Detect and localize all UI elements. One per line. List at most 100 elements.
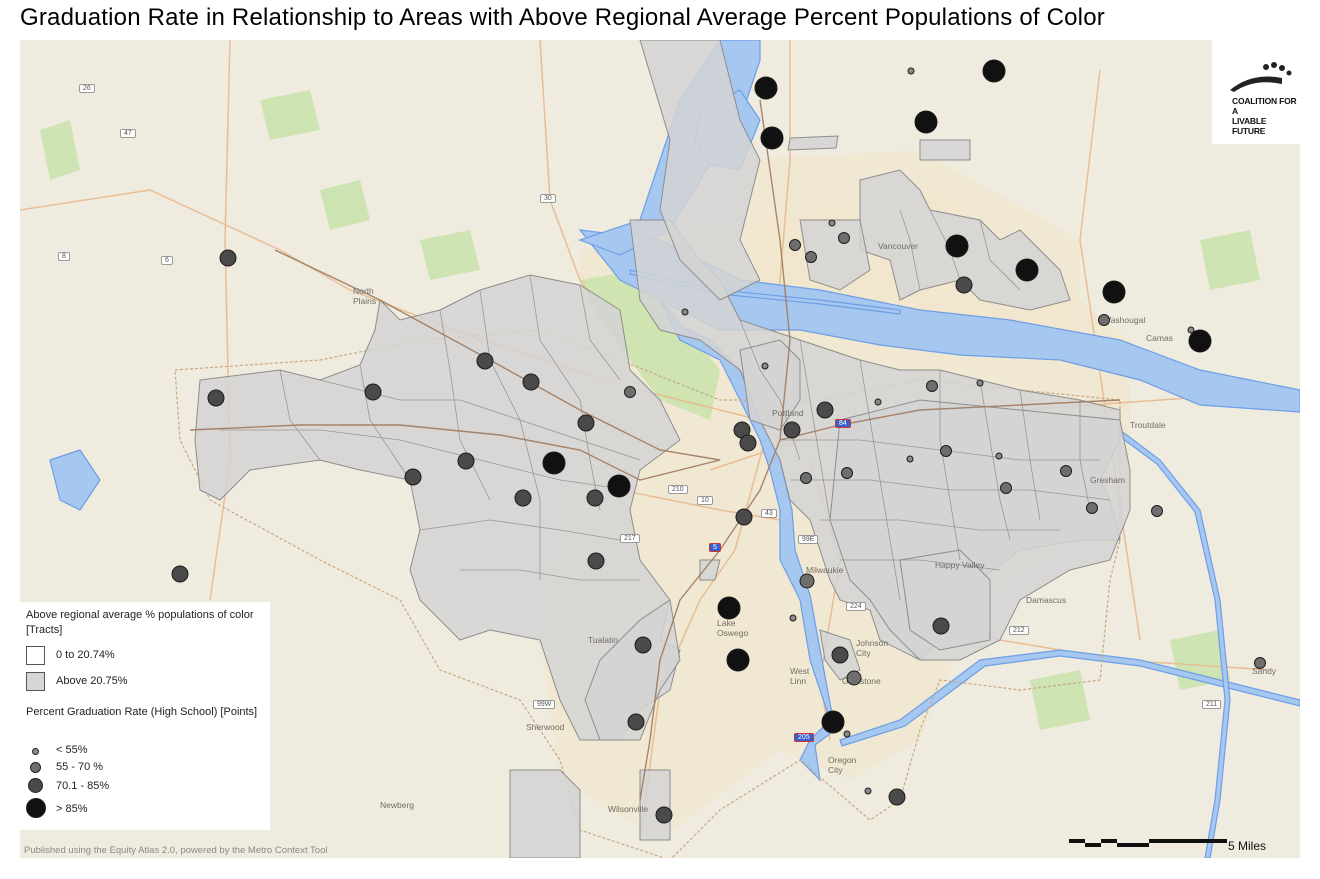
scale-label: 5 Miles	[1228, 839, 1267, 853]
grad-point-mid-high[interactable]	[219, 249, 237, 267]
grad-point-mid[interactable]	[1060, 465, 1072, 477]
grad-point-mid[interactable]	[1086, 502, 1098, 514]
grad-point-low[interactable]	[828, 219, 836, 227]
logo-mark-icon	[1230, 62, 1292, 92]
grad-point-mid[interactable]	[800, 472, 812, 484]
grad-point-mid-high[interactable]	[627, 713, 645, 731]
scale-bar	[1069, 839, 1227, 847]
coalition-logo: COALITION FOR A LIVABLE FUTURE	[1212, 40, 1300, 144]
grad-point-mid-high[interactable]	[522, 373, 540, 391]
grad-point-low[interactable]	[906, 455, 914, 463]
grad-point-low[interactable]	[864, 787, 872, 795]
grad-point-high[interactable]	[607, 474, 631, 498]
grad-point-mid[interactable]	[838, 232, 850, 244]
grad-point-mid-high[interactable]	[587, 552, 605, 570]
grad-point-mid-high[interactable]	[655, 806, 673, 824]
grad-point-high[interactable]	[726, 648, 750, 672]
grad-point-mid-high[interactable]	[634, 636, 652, 654]
grad-point-high[interactable]	[982, 59, 1006, 83]
grad-point-mid-high[interactable]	[735, 508, 753, 526]
hagg-lake	[49, 449, 101, 511]
grad-point-mid[interactable]	[624, 386, 636, 398]
grad-point-mid-high[interactable]	[514, 489, 532, 507]
grad-point-mid-high[interactable]	[955, 276, 973, 294]
tract-wilsonville-west	[509, 769, 581, 858]
grad-point-mid[interactable]	[1000, 482, 1012, 494]
legend-label: < 55%	[56, 744, 88, 756]
logo-text: COALITION FOR A LIVABLE FUTURE	[1232, 96, 1300, 136]
tract-tigard	[584, 599, 681, 741]
grad-point-high[interactable]	[542, 451, 566, 475]
graduation-points[interactable]	[20, 40, 1300, 858]
tract-beaverton	[699, 559, 721, 581]
legend-point-icon	[28, 778, 43, 793]
tract-vancouver-2	[799, 219, 871, 291]
logo-line-2: LIVABLE FUTURE	[1232, 116, 1267, 136]
tract-boundaries	[220, 209, 1111, 601]
sandy-river	[1117, 429, 1231, 858]
grad-point-mid-high[interactable]	[586, 489, 604, 507]
map-credit: Published using the Equity Atlas 2.0, po…	[24, 845, 328, 856]
legend-label: Above 20.75%	[56, 675, 128, 687]
logo-line-1: COALITION FOR A	[1232, 96, 1297, 116]
grad-point-mid-high[interactable]	[932, 617, 950, 635]
legend-point-icon	[26, 798, 46, 818]
grad-point-high[interactable]	[914, 110, 938, 134]
grad-point-mid[interactable]	[789, 239, 801, 251]
tract-happy-valley	[899, 549, 991, 651]
clackamas-river	[839, 649, 1300, 747]
grad-point-high[interactable]	[1015, 258, 1039, 282]
legend-swatch	[26, 672, 45, 691]
grad-point-high[interactable]	[945, 234, 969, 258]
grad-point-low[interactable]	[874, 398, 882, 406]
map-canvas[interactable]: North Plains Portland Camas Washougal Da…	[20, 40, 1300, 858]
grad-point-mid-high[interactable]	[476, 352, 494, 370]
grad-point-high[interactable]	[1188, 329, 1212, 353]
tracts-above-average[interactable]	[194, 40, 1131, 858]
legend-label: 0 to 20.74%	[56, 649, 115, 661]
tract-north-strip-2	[919, 139, 971, 161]
grad-point-low[interactable]	[1187, 326, 1195, 334]
map-title: Graduation Rate in Relationship to Areas…	[20, 4, 1105, 31]
grad-point-mid-high[interactable]	[364, 383, 382, 401]
grad-point-low[interactable]	[843, 730, 851, 738]
legend-points-heading: Percent Graduation Rate (High School) [P…	[26, 706, 258, 718]
grad-point-high[interactable]	[821, 710, 845, 734]
grad-point-mid[interactable]	[841, 467, 853, 479]
grad-point-low[interactable]	[907, 67, 915, 75]
grad-point-low[interactable]	[976, 379, 984, 387]
grad-point-mid[interactable]	[1098, 314, 1110, 326]
grad-point-mid-high[interactable]	[207, 389, 225, 407]
grad-point-high[interactable]	[717, 596, 741, 620]
grad-point-mid[interactable]	[805, 251, 817, 263]
legend-point-icon	[30, 762, 41, 773]
grad-point-mid-high[interactable]	[831, 646, 849, 664]
grad-point-mid-high[interactable]	[457, 452, 475, 470]
legend-label: 70.1 - 85%	[56, 780, 110, 792]
grad-point-mid-high[interactable]	[816, 401, 834, 419]
grad-point-low[interactable]	[681, 308, 689, 316]
legend-tracts-heading: Above regional average % populations of …	[26, 609, 254, 636]
legend-point-icon	[32, 748, 39, 755]
grad-point-mid-high[interactable]	[577, 414, 595, 432]
legend-label: 55 - 70 %	[56, 761, 104, 773]
grad-point-mid-high[interactable]	[783, 421, 801, 439]
grad-point-high[interactable]	[760, 126, 784, 150]
grad-point-mid[interactable]	[926, 380, 938, 392]
grad-point-mid[interactable]	[1254, 657, 1266, 669]
grad-point-mid-high[interactable]	[171, 565, 189, 583]
grad-point-mid[interactable]	[846, 670, 862, 686]
grad-point-high[interactable]	[754, 76, 778, 100]
grad-point-mid-high[interactable]	[404, 468, 422, 486]
grad-point-mid-high[interactable]	[739, 434, 757, 452]
grad-point-mid[interactable]	[1151, 505, 1163, 517]
grad-point-mid-high[interactable]	[888, 788, 906, 806]
grad-point-mid[interactable]	[940, 445, 952, 457]
grad-point-low[interactable]	[789, 614, 797, 622]
grad-point-low[interactable]	[995, 452, 1003, 460]
tract-north-strip-1	[787, 135, 839, 151]
grad-point-low[interactable]	[761, 362, 769, 370]
grad-point-mid[interactable]	[799, 573, 815, 589]
grad-point-high[interactable]	[1102, 280, 1126, 304]
legend-swatch	[26, 646, 45, 665]
